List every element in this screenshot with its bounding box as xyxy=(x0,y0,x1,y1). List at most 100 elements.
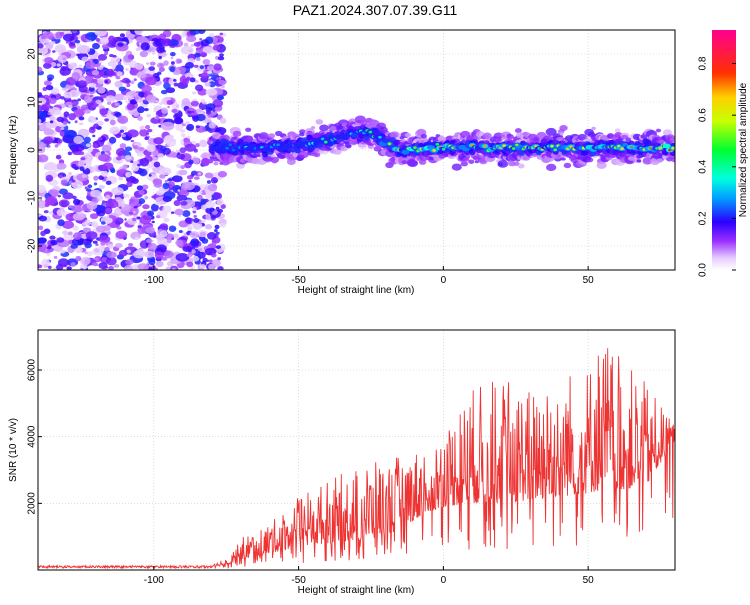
noise-blob xyxy=(171,108,178,113)
noise-blob xyxy=(208,263,215,270)
ridge-halo-blob xyxy=(625,137,632,142)
noise-blob xyxy=(38,66,43,73)
noise-blob xyxy=(125,100,131,104)
noise-blob xyxy=(116,71,123,77)
noise-blob xyxy=(100,36,110,45)
noise-blob xyxy=(194,84,204,92)
noise-blob xyxy=(219,222,226,228)
x-tick-label: -100 xyxy=(144,275,164,286)
noise-blob xyxy=(142,223,149,229)
ridge-halo-blob xyxy=(232,130,242,137)
noise-blob xyxy=(174,208,184,216)
noise-blob xyxy=(93,123,99,129)
noise-blob xyxy=(49,106,53,109)
noise-blob xyxy=(92,262,98,267)
ridge-halo-blob xyxy=(482,132,492,139)
ridge-band-blob xyxy=(237,138,244,145)
noise-blob xyxy=(215,245,222,249)
noise-blob xyxy=(171,237,175,240)
noise-blob xyxy=(49,235,56,240)
noise-blob xyxy=(195,113,206,122)
noise-blob xyxy=(110,168,116,174)
noise-blob xyxy=(96,210,106,217)
noise-blob xyxy=(136,185,143,191)
noise-blob xyxy=(154,202,161,206)
noise-blob xyxy=(176,59,183,64)
noise-blob xyxy=(179,147,186,154)
noise-blob xyxy=(56,63,61,67)
noise-blob xyxy=(84,186,88,190)
ridge-band-blob xyxy=(294,147,301,154)
noise-blob xyxy=(55,162,67,170)
noise-blob xyxy=(106,101,112,105)
noise-blob xyxy=(153,161,161,168)
ridge-peak-center xyxy=(368,130,373,134)
noise-blob xyxy=(47,77,53,82)
noise-blob xyxy=(139,216,152,225)
noise-blob xyxy=(44,57,54,64)
y-tick-label: 0 xyxy=(27,147,38,153)
noise-blob xyxy=(180,165,185,170)
noise-blob xyxy=(153,137,164,145)
ridge-halo-blob xyxy=(468,159,475,164)
noise-blob xyxy=(115,133,122,139)
ridge-peak-center xyxy=(387,142,392,146)
noise-blob xyxy=(88,126,96,134)
noise-blob xyxy=(127,129,139,138)
noise-blob xyxy=(155,115,160,120)
noise-blob xyxy=(130,196,135,199)
ridge-peak-center xyxy=(553,148,557,152)
noise-blob xyxy=(159,174,166,179)
noise-blob xyxy=(186,35,197,43)
noise-blob xyxy=(182,210,191,218)
noise-blob xyxy=(105,218,113,224)
noise-blob xyxy=(62,33,75,42)
ridge-halo-blob xyxy=(219,130,225,135)
ridge-halo-blob xyxy=(663,129,672,136)
noise-blob xyxy=(133,205,138,209)
noise-blob xyxy=(205,201,216,209)
noise-blob xyxy=(116,156,122,161)
noise-blob xyxy=(208,121,216,129)
ridge-halo-blob xyxy=(656,158,663,163)
ridge-halo-blob xyxy=(474,160,479,164)
noise-blob xyxy=(74,120,78,124)
noise-blob xyxy=(154,251,164,260)
noise-blob xyxy=(67,231,73,236)
noise-blob xyxy=(145,238,153,244)
noise-blob xyxy=(74,39,81,44)
noise-blob xyxy=(68,42,76,47)
noise-blob xyxy=(45,85,54,91)
noise-blob xyxy=(38,97,47,105)
ridge-halo-blob xyxy=(460,161,468,167)
y-tick-label: -10 xyxy=(27,190,38,205)
noise-blob xyxy=(108,266,114,270)
noise-blob xyxy=(167,105,170,109)
noise-blob xyxy=(77,98,81,102)
noise-blob xyxy=(38,154,49,163)
noise-blob xyxy=(43,210,49,214)
ridge-halo-blob xyxy=(560,157,565,161)
noise-blob xyxy=(129,198,135,203)
ridge-halo-blob xyxy=(258,132,269,140)
noise-blob xyxy=(136,71,147,79)
noise-blob xyxy=(42,31,54,39)
noise-blob xyxy=(57,194,61,198)
noise-blob xyxy=(84,108,91,114)
noise-blob xyxy=(192,255,200,262)
noise-blob xyxy=(50,87,60,95)
noise-blob xyxy=(98,262,108,269)
noise-blob xyxy=(208,130,213,134)
noise-blob xyxy=(142,204,150,210)
noise-blob xyxy=(142,99,147,103)
noise-blob xyxy=(200,157,210,167)
noise-blob xyxy=(114,102,120,106)
noise-blob xyxy=(87,184,93,189)
noise-blob xyxy=(159,230,168,238)
noise-blob xyxy=(115,64,124,73)
noise-blob xyxy=(198,139,208,148)
noise-blob xyxy=(171,102,180,110)
noise-blob xyxy=(145,76,157,86)
noise-blob xyxy=(56,209,64,216)
noise-blob xyxy=(95,99,102,104)
